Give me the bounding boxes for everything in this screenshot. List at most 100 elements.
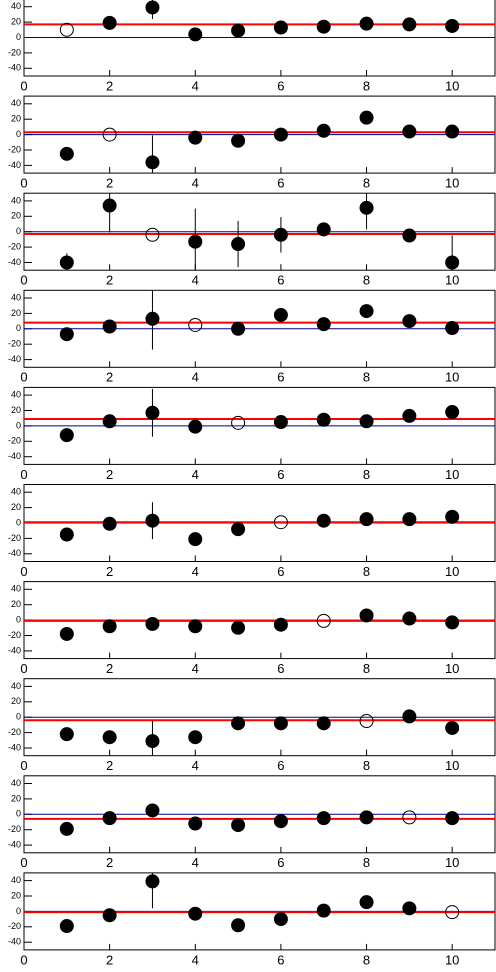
data-point	[59, 428, 74, 443]
data-point	[102, 619, 117, 634]
x-tick-label: 10	[445, 661, 459, 676]
y-tick-label: 0	[16, 712, 21, 722]
data-point	[231, 818, 246, 833]
data-point	[102, 319, 117, 334]
x-tick-label: 8	[363, 758, 370, 773]
data-point	[145, 405, 160, 420]
data-point	[402, 17, 417, 32]
x-tick-label: 4	[192, 564, 199, 579]
x-tick-label: 0	[20, 564, 27, 579]
y-tick-label: 20	[11, 308, 21, 318]
y-tick-label: 40	[11, 487, 21, 497]
data-point	[402, 314, 417, 329]
data-point	[316, 19, 331, 34]
x-tick-label: 2	[106, 661, 113, 676]
x-tick-label: 2	[106, 564, 113, 579]
y-tick-label: -40	[8, 742, 21, 752]
data-point	[359, 714, 374, 729]
data-point	[59, 146, 74, 161]
y-tick-label: -40	[8, 548, 21, 558]
data-point	[188, 619, 203, 634]
y-tick-label: 0	[16, 906, 21, 916]
data-point	[359, 200, 374, 215]
x-tick-label: 4	[192, 176, 199, 191]
y-tick-label: 20	[11, 793, 21, 803]
data-point	[316, 513, 331, 528]
y-tick-label: 40	[11, 875, 21, 885]
data-point	[445, 615, 460, 630]
data-point	[102, 198, 117, 213]
x-tick-label: 4	[192, 370, 199, 385]
x-tick-label: 4	[192, 273, 199, 288]
data-point	[316, 412, 331, 427]
y-tick-label: -40	[8, 63, 21, 73]
x-tick-label: 6	[277, 758, 284, 773]
y-tick-label: -40	[8, 645, 21, 655]
data-point	[231, 918, 246, 933]
data-point	[145, 311, 160, 326]
y-tick-label: 0	[16, 809, 21, 819]
data-point	[359, 414, 374, 429]
data-point	[102, 516, 117, 531]
x-tick-label: 0	[20, 78, 27, 93]
y-tick-label: -20	[8, 339, 21, 349]
x-tick-label: 4	[192, 952, 199, 967]
y-tick-label: 0	[16, 517, 21, 527]
x-tick-label: 8	[363, 855, 370, 870]
data-point	[59, 527, 74, 542]
data-point	[59, 22, 74, 37]
x-tick-label: 2	[106, 952, 113, 967]
x-tick-label: 0	[20, 855, 27, 870]
data-point	[273, 814, 288, 829]
x-tick-label: 2	[106, 78, 113, 93]
data-point	[188, 419, 203, 434]
data-point	[188, 816, 203, 831]
data-point	[102, 414, 117, 429]
data-point	[402, 408, 417, 423]
data-point	[359, 304, 374, 319]
data-point	[445, 905, 460, 920]
data-point	[145, 734, 160, 749]
x-tick-label: 0	[20, 467, 27, 482]
data-point	[445, 124, 460, 139]
data-point	[145, 513, 160, 528]
x-tick-label: 6	[277, 370, 284, 385]
x-tick-label: 4	[192, 661, 199, 676]
data-point	[445, 321, 460, 336]
data-point	[445, 405, 460, 420]
data-point	[102, 730, 117, 745]
data-point	[273, 307, 288, 322]
y-tick-label: 0	[16, 226, 21, 236]
x-tick-label: 10	[445, 78, 459, 93]
data-point	[145, 0, 160, 15]
data-point	[59, 727, 74, 742]
y-tick-label: -40	[8, 839, 21, 849]
data-point	[316, 317, 331, 332]
data-point	[445, 255, 460, 270]
data-point	[445, 720, 460, 735]
data-point	[273, 912, 288, 927]
x-tick-label: 10	[445, 564, 459, 579]
y-tick-label: 0	[16, 323, 21, 333]
y-tick-label: 20	[11, 599, 21, 609]
x-tick-label: 2	[106, 855, 113, 870]
x-tick-label: 6	[277, 564, 284, 579]
y-tick-label: 20	[11, 890, 21, 900]
data-point	[402, 709, 417, 724]
data-point	[402, 228, 417, 243]
y-tick-label: 20	[11, 502, 21, 512]
y-tick-label: -20	[8, 533, 21, 543]
data-point	[145, 874, 160, 889]
x-tick-label: 8	[363, 564, 370, 579]
y-tick-label: -40	[8, 451, 21, 461]
x-tick-label: 8	[363, 370, 370, 385]
x-tick-label: 8	[363, 661, 370, 676]
x-tick-label: 2	[106, 467, 113, 482]
y-tick-label: 40	[11, 98, 21, 108]
data-point	[273, 716, 288, 731]
x-tick-label: 0	[20, 952, 27, 967]
y-tick-label: -20	[8, 824, 21, 834]
data-point	[102, 908, 117, 923]
data-point	[359, 512, 374, 527]
x-tick-label: 0	[20, 758, 27, 773]
